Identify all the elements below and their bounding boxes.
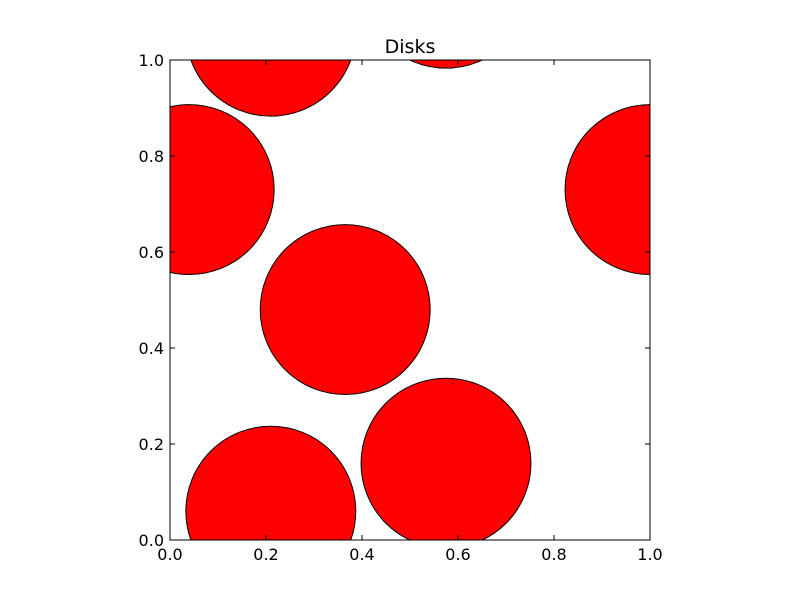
x-tick-label-4: 0.8 [541,545,566,564]
disk-6 [408,60,484,69]
y-tick-label-1: 0.2 [139,435,164,454]
disk-0 [185,425,357,540]
y-tick-label-5: 1.0 [139,51,164,70]
disk-1 [360,377,532,540]
y-tick-label-0: 0.0 [139,531,164,550]
disk-3 [170,104,275,276]
y-tick-label-4: 0.8 [139,147,164,166]
disk-2 [259,224,431,396]
x-tick-label-0: 0.0 [157,545,182,564]
y-tick-label-3: 0.6 [139,243,164,262]
x-tick-label-5: 1.0 [637,545,662,564]
disk-5 [190,60,352,117]
plot-frame [169,59,651,541]
x-tick-label-2: 0.4 [349,545,374,564]
x-tick-label-3: 0.6 [445,545,470,564]
chart-title: Disks [385,36,436,58]
tick-layer: 0.0 0.2 0.4 0.6 0.8 1.0 0.0 0.2 0.4 0.6 0.8 1.0 [139,51,663,564]
disk-layer [170,60,650,540]
y-tick-label-2: 0.4 [139,339,164,358]
x-tick-label-1: 0.2 [253,545,278,564]
